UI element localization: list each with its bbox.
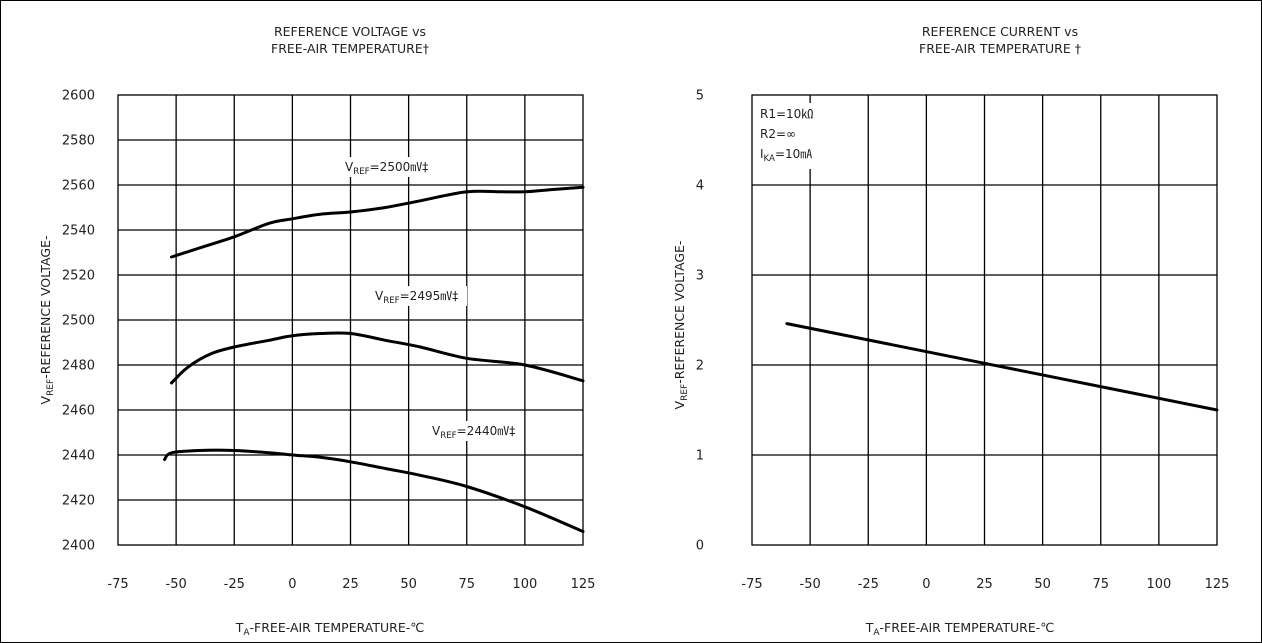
chart-title-line: FREE-AIR TEMPERATURE† [271, 41, 429, 56]
x-tick-label: 75 [1092, 577, 1109, 592]
y-tick-label: 2440 [62, 449, 95, 464]
x-tick-label: 100 [512, 577, 537, 592]
x-tick-label: -50 [166, 577, 187, 592]
series-label-background [371, 286, 467, 306]
y-tick-label: 2560 [62, 179, 95, 194]
y-tick-label: 2 [696, 359, 704, 374]
x-tick-label: 125 [571, 577, 596, 592]
plot-area-frame [117, 94, 584, 546]
x-tick-label: 0 [288, 577, 296, 592]
chart-title-line: REFERENCE CURRENT vs [922, 24, 1078, 39]
series-line [163, 448, 585, 533]
annotation-background [756, 103, 812, 169]
y-tick-label: 2540 [62, 224, 95, 239]
y-tick-label: 2500 [62, 314, 95, 329]
reference-current-chart: REFERENCE CURRENT vs FREE-AIR TEMPERATURE… [672, 24, 1229, 638]
x-tick-label: -25 [858, 577, 879, 592]
series-line [785, 322, 1219, 412]
x-tick-label: -75 [107, 577, 128, 592]
x-tick-label: 25 [342, 577, 359, 592]
condition-annotation: IKA=10㎃ [760, 147, 812, 164]
y-tick-label: 2420 [62, 494, 95, 509]
x-tick-label: 50 [1034, 577, 1051, 592]
x-tick-label: 75 [458, 577, 475, 592]
y-tick-label: 2400 [62, 539, 95, 554]
x-tick-label: 100 [1146, 577, 1171, 592]
reference-voltage-chart: REFERENCE VOLTAGE vs FREE-AIR TEMPERATURE… [38, 24, 595, 638]
series-label: VREF=2440㎷‡ [432, 424, 515, 441]
y-tick-label: 2460 [62, 404, 95, 419]
x-tick-label: 0 [922, 577, 930, 592]
condition-annotation: R2=∞ [760, 127, 796, 141]
y-tick-label: 5 [696, 89, 704, 104]
x-tick-label: 50 [400, 577, 417, 592]
y-axis-label: VREF-REFERENCE VOLTAGE- [38, 236, 56, 405]
x-tick-label: -75 [741, 577, 762, 592]
y-tick-label: 2580 [62, 134, 95, 149]
y-tick-label: 0 [696, 539, 704, 554]
y-axis-label: VREF-REFERENCE VOLTAGE- [672, 241, 690, 410]
y-tick-label: 4 [696, 179, 704, 194]
x-tick-label: 125 [1205, 577, 1230, 592]
x-tick-label: -50 [800, 577, 821, 592]
series-line [170, 331, 585, 385]
series-label-background [341, 157, 437, 177]
y-tick-label: 2520 [62, 269, 95, 284]
series-label-background [428, 421, 524, 441]
chart-title-line: REFERENCE VOLTAGE vs [274, 24, 426, 39]
y-tick-label: 3 [696, 269, 704, 284]
series-label: VREF=2500㎷‡ [345, 160, 428, 177]
y-tick-label: 2480 [62, 359, 95, 374]
y-tick-label: 1 [696, 449, 704, 464]
series-line [170, 185, 585, 259]
condition-annotation: R1=10㏀ [760, 107, 813, 121]
y-tick-label: 2600 [62, 89, 95, 104]
chart-title-line: FREE-AIR TEMPERATURE † [919, 41, 1081, 56]
plot-area-frame [751, 94, 1218, 546]
x-tick-label: -25 [224, 577, 245, 592]
series-label: VREF=2495㎷‡ [375, 289, 458, 306]
x-tick-label: 25 [976, 577, 993, 592]
x-axis-label: TA-FREE-AIR TEMPERATURE-℃ [235, 620, 425, 638]
x-axis-label: TA-FREE-AIR TEMPERATURE-℃ [865, 620, 1055, 638]
